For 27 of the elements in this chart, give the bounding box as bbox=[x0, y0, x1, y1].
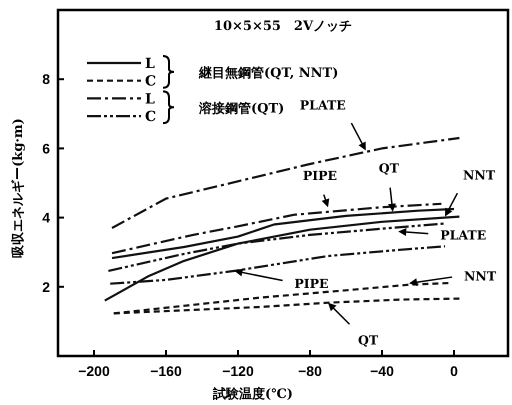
x-tick-label: −40 bbox=[370, 363, 394, 379]
y-tick-label: 8 bbox=[42, 71, 50, 88]
x-tick-label: −80 bbox=[298, 363, 322, 379]
annotation: NNT bbox=[463, 168, 496, 183]
annotation: QT bbox=[378, 160, 400, 176]
annotation: PLATE bbox=[440, 227, 486, 242]
y-tick-label: 2 bbox=[42, 278, 50, 295]
x-tick-label: −120 bbox=[222, 363, 254, 379]
annotation: PLATE bbox=[300, 97, 346, 112]
x-tick-label: −200 bbox=[78, 363, 110, 379]
legend-label: L bbox=[145, 56, 155, 72]
annotation: PIPE bbox=[302, 168, 338, 184]
annotation: 溶接鋼管(QT) bbox=[198, 100, 284, 116]
y-axis-title: 吸収エネルギー(kg·m) bbox=[11, 118, 26, 258]
x-tick-label: 0 bbox=[450, 363, 458, 379]
y-tick-label: 4 bbox=[42, 210, 50, 226]
x-axis-title: 試験温度(℃) bbox=[212, 386, 293, 402]
legend-label: C bbox=[145, 74, 156, 90]
legend-label: C bbox=[145, 109, 156, 126]
annotation: NNT bbox=[464, 268, 497, 284]
legend-label: L bbox=[145, 91, 155, 108]
y-tick-label: 6 bbox=[42, 140, 50, 156]
text: 10×5×55 2Vノッチ bbox=[214, 19, 352, 34]
annotation: PIPE bbox=[294, 276, 329, 291]
x-tick-label: −160 bbox=[150, 363, 182, 379]
annotation: QT bbox=[358, 332, 379, 348]
annotation: 継目無鋼管(QT, NNT) bbox=[198, 66, 338, 81]
